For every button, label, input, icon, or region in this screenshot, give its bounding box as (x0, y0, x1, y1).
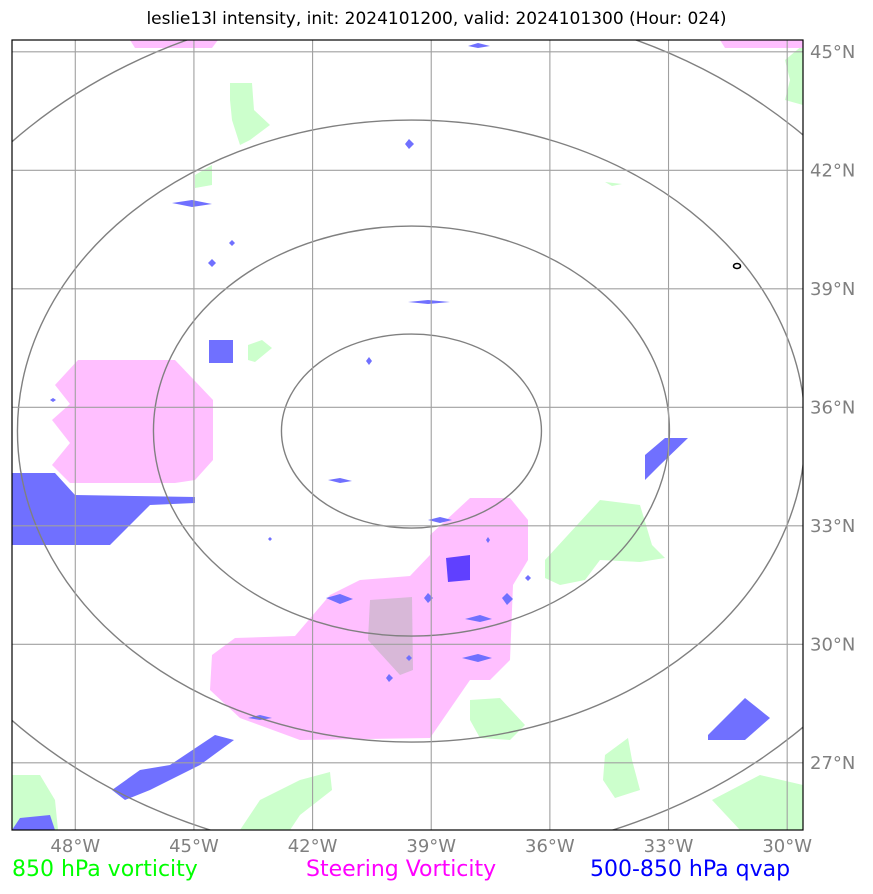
qvap-region (112, 735, 234, 800)
map-title: leslie13l intensity, init: 2024101200, v… (146, 9, 727, 29)
qvap-region (366, 357, 372, 365)
qvap-region (209, 340, 233, 363)
vort850-region (470, 698, 525, 740)
qvap-region (708, 698, 770, 740)
longitude-tick-label: 33°W (644, 836, 694, 857)
longitude-tick-label: 45°W (169, 836, 219, 857)
qvap-region (268, 537, 272, 541)
range-rings (12, 40, 803, 830)
latitude-tick-label: 33°N (810, 516, 855, 537)
qvap-region (408, 300, 450, 304)
longitude-tick-label: 30°W (762, 836, 812, 857)
longitude-tick-label: 48°W (50, 836, 100, 857)
qvap-region (502, 593, 513, 605)
longitude-tick-label: 42°W (288, 836, 338, 857)
qvap-region (525, 575, 531, 581)
vort850-region (603, 738, 640, 798)
qvap-dark-region (446, 555, 470, 582)
qvap-region (428, 517, 452, 523)
vort850-region (712, 775, 803, 830)
range-ring (280, 333, 543, 529)
steering-region (52, 360, 213, 483)
qvap-region (468, 43, 490, 48)
qvap-region (486, 537, 490, 543)
latitude-tick-label: 39°N (810, 279, 855, 300)
vort850-region (230, 83, 270, 145)
vort850-region (785, 45, 803, 105)
latitude-tick-label: 27°N (810, 753, 855, 774)
qvap-region (12, 815, 55, 830)
qvap-region (406, 655, 412, 661)
legend-qvap: 500-850 hPa qvap (590, 857, 791, 882)
vort850-region (248, 340, 272, 362)
map-frame (11, 39, 804, 831)
vort850-layer (12, 45, 803, 830)
legend-850-vorticity: 850 hPa vorticity (12, 857, 198, 882)
contour-marker (732, 262, 742, 270)
qvap-region (50, 398, 56, 402)
qvap-region (208, 259, 216, 267)
qvap-region (405, 139, 414, 149)
qvap-region (172, 200, 212, 207)
longitude-tick-label: 36°W (525, 836, 575, 857)
range-ring (16, 119, 803, 743)
legend-steering-vorticity: Steering Vorticity (306, 857, 497, 882)
qvap-region (462, 654, 492, 662)
steering-region (130, 40, 218, 48)
range-ring (152, 225, 671, 637)
qvap-region (645, 438, 688, 480)
qvap-region (328, 478, 352, 483)
steering-region (720, 40, 803, 48)
vort850-region (545, 500, 665, 585)
latitude-labels: 45°N 42°N 39°N 36°N 33°N 30°N 27°N (810, 42, 855, 774)
latitude-tick-label: 42°N (810, 160, 855, 181)
longitude-labels: 48°W 45°W 42°W 39°W 36°W 33°W 30°W (50, 836, 812, 857)
qvap-region (12, 473, 195, 545)
qvap-region (465, 615, 492, 622)
qvap-region (326, 594, 353, 604)
qvap-region (386, 674, 393, 682)
qvap-region (424, 593, 433, 603)
latitude-tick-label: 30°N (810, 634, 855, 655)
longitude-tick-label: 39°W (406, 836, 456, 857)
latitude-tick-label: 36°N (810, 397, 855, 418)
qvap-region (229, 240, 235, 246)
vort850-region (605, 182, 622, 186)
qvap-layer (12, 43, 770, 830)
vort850-region (240, 772, 332, 830)
latitude-tick-label: 45°N (810, 42, 855, 63)
graticule (12, 40, 803, 830)
